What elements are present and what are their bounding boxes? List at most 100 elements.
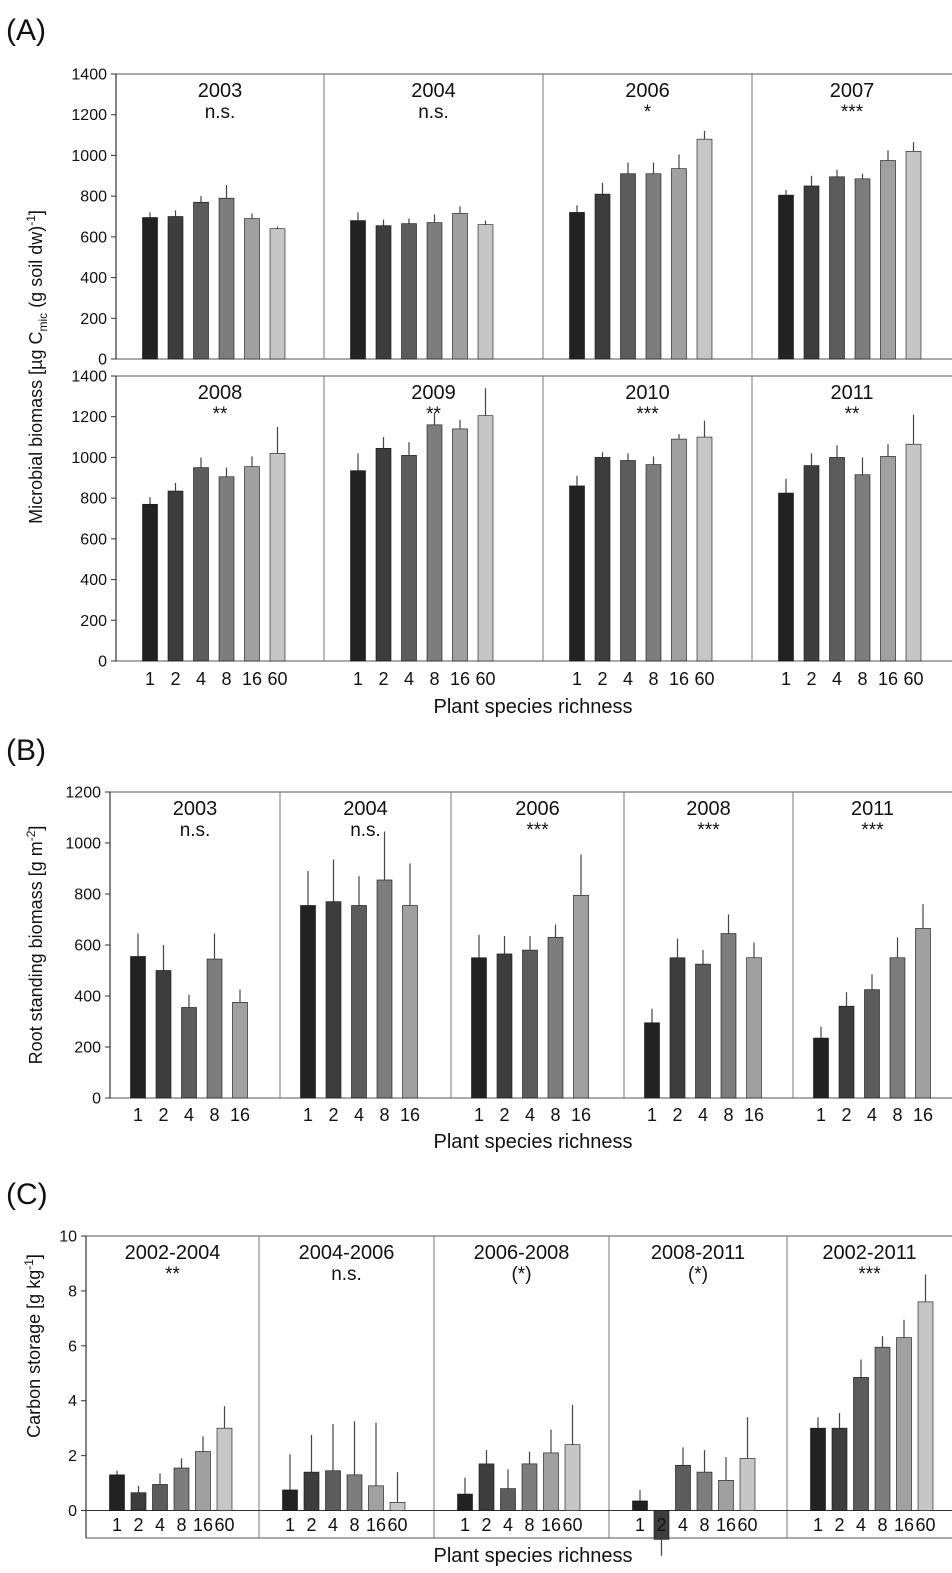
bar	[838, 1005, 855, 1099]
x-tick-label: 4	[503, 1515, 513, 1535]
y-tick-label: 400	[74, 989, 101, 1006]
bar	[696, 436, 713, 662]
y-axis-label: Microbial biomass [µg Cmic (g soil dw)-1…	[24, 210, 50, 524]
x-tick-label: 1	[474, 1105, 484, 1125]
bar	[500, 1488, 516, 1511]
bar	[746, 957, 762, 1099]
subplot-title: 2008	[686, 798, 731, 820]
x-tick-label: 4	[155, 1515, 165, 1535]
bar	[269, 453, 286, 662]
y-tick-label: 0	[98, 352, 107, 369]
y-tick-label: 8	[68, 1283, 77, 1300]
x-tick-label: 16	[913, 1105, 933, 1125]
bar	[864, 989, 880, 1099]
subplot-title: 2009	[411, 382, 456, 404]
bar	[244, 466, 260, 662]
bar	[452, 213, 468, 360]
subplot-title: 2004-2006	[299, 1242, 395, 1264]
subplot-title: 2003	[198, 80, 243, 102]
bar	[831, 1427, 848, 1511]
bar	[232, 1002, 248, 1099]
bar	[426, 424, 443, 662]
x-tick-label: 16	[193, 1515, 213, 1535]
x-tick-label: 16	[400, 1105, 420, 1125]
significance-label: ***	[841, 102, 864, 123]
bar	[368, 1485, 384, 1511]
bar	[917, 1301, 934, 1511]
significance-label: ***	[861, 820, 884, 841]
bar	[829, 457, 845, 662]
x-tick-label: 4	[867, 1105, 877, 1125]
x-tick-label: 16	[744, 1105, 764, 1125]
x-tick-label: 60	[694, 669, 714, 689]
bar	[880, 160, 896, 360]
x-tick-label: 8	[857, 669, 867, 689]
y-tick-label: 4	[68, 1393, 77, 1410]
subplot-2008: 2008** 1 2 4 8 16 60	[142, 382, 288, 689]
x-tick-label: 1	[813, 1515, 823, 1535]
x-tick-label: 16	[230, 1105, 250, 1125]
y-axis-label-end: ]	[24, 1254, 44, 1259]
bar	[452, 428, 468, 662]
y-tick-label: 1200	[65, 785, 101, 802]
y-tick-label: 200	[74, 1040, 101, 1057]
bar	[130, 1492, 147, 1511]
x-tick-label: 8	[349, 1515, 359, 1535]
subplot-title: 2002-2004	[125, 1242, 221, 1264]
bar	[547, 937, 564, 1099]
panel-label: (C)	[6, 1178, 48, 1211]
bar	[645, 173, 662, 360]
x-tick-label: 8	[877, 1515, 887, 1535]
significance-label: (*)	[688, 1264, 708, 1285]
subplot-title: 2010	[625, 382, 670, 404]
bar	[853, 1377, 869, 1511]
y-tick-label: 1400	[71, 369, 107, 386]
bar	[718, 1480, 734, 1511]
bar	[778, 492, 794, 662]
x-tick-label: 4	[832, 669, 842, 689]
bar	[573, 894, 589, 1099]
x-tick-label: 2	[806, 669, 816, 689]
bar	[594, 193, 611, 360]
y-axis-label-superscript: -2	[24, 830, 38, 841]
bar	[569, 485, 585, 662]
bar	[522, 949, 538, 1099]
bar	[282, 1489, 298, 1511]
x-axis-label: Plant species richness	[434, 1545, 633, 1567]
x-tick-label: 8	[648, 669, 658, 689]
y-tick-label: 1000	[65, 836, 101, 853]
significance-label: ***	[636, 404, 659, 425]
x-tick-label: 1	[816, 1105, 826, 1125]
bar	[152, 1484, 168, 1511]
x-tick-label: 4	[698, 1105, 708, 1125]
bar	[620, 460, 636, 662]
bar	[401, 223, 417, 360]
x-axis-label: Plant species richness	[434, 696, 633, 718]
bar	[594, 457, 611, 662]
y-axis-label-main: Carbon storage [g kg	[24, 1270, 44, 1438]
bar	[167, 490, 184, 662]
x-tick-label: 60	[475, 669, 495, 689]
subplot-title: 2011	[830, 382, 873, 404]
bar	[739, 1458, 756, 1511]
x-tick-label: 2	[481, 1515, 491, 1535]
bar	[457, 1493, 473, 1511]
bar	[620, 173, 636, 360]
x-tick-label: 8	[379, 1105, 389, 1125]
bar	[720, 933, 737, 1099]
subplot-2009: 2009** 1 2 4 8 16 60	[350, 382, 496, 689]
bar	[350, 220, 366, 360]
x-tick-label: 8	[723, 1105, 733, 1125]
bar	[695, 963, 711, 1099]
subplot-2008-2011: 2008-2011(*) 1 2 4 8 16 60	[632, 1242, 758, 1556]
bar	[216, 1427, 233, 1511]
subplot-title: 2004	[343, 798, 388, 820]
x-tick-label: 60	[915, 1515, 935, 1535]
x-tick-label: 4	[623, 669, 633, 689]
bar	[675, 1464, 691, 1511]
x-tick-label: 16	[450, 669, 470, 689]
y-tick-label: 10	[59, 1229, 77, 1246]
x-tick-label: 16	[242, 669, 262, 689]
